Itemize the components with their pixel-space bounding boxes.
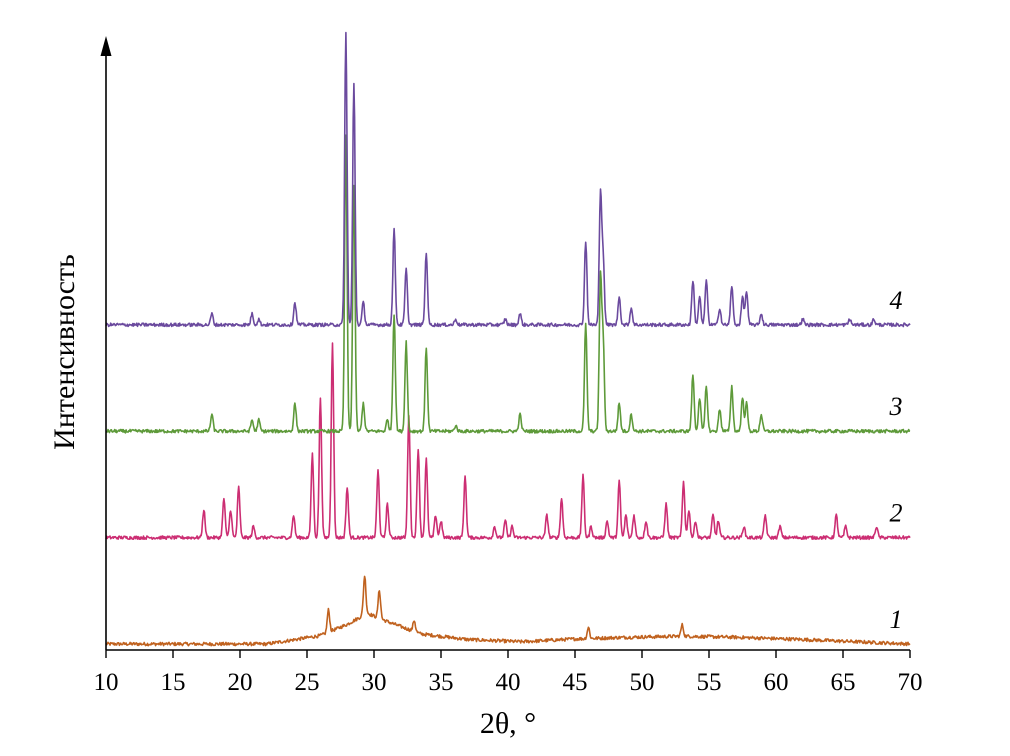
x-tick-label: 45: [563, 669, 588, 696]
x-tick-label: 10: [94, 669, 119, 696]
series-line-4: [105, 31, 911, 328]
x-tick-label: 30: [362, 669, 387, 696]
x-tick-label: 35: [429, 669, 454, 696]
curve-label-2: 2: [890, 499, 903, 528]
x-tick-label: 15: [161, 669, 186, 696]
axes: [100, 36, 910, 651]
curve-label-1: 1: [890, 605, 903, 634]
x-axis-title: 2θ, °: [480, 707, 536, 740]
x-ticks: 10 15 20 25 30 35 40 45 50 55 60 65 70: [94, 650, 923, 696]
x-tick-label: 50: [630, 669, 655, 696]
x-tick-label: 55: [697, 669, 722, 696]
x-tick-label: 65: [831, 669, 856, 696]
curve-labels: 1 2 3 4: [889, 286, 903, 634]
series-layer: [105, 31, 911, 647]
x-tick-label: 20: [228, 669, 253, 696]
x-tick-label: 25: [295, 669, 320, 696]
y-axis-arrow: [100, 36, 112, 56]
series-line-3: [105, 134, 911, 434]
x-tick-label: 70: [898, 669, 923, 696]
y-axis-title: Интенсивность: [48, 254, 81, 450]
curve-label-3: 3: [889, 392, 903, 421]
series-line-2: [105, 342, 911, 541]
x-tick-label: 40: [496, 669, 521, 696]
x-tick-label: 60: [764, 669, 789, 696]
curve-label-4: 4: [890, 286, 903, 315]
series-line-1: [105, 575, 911, 647]
